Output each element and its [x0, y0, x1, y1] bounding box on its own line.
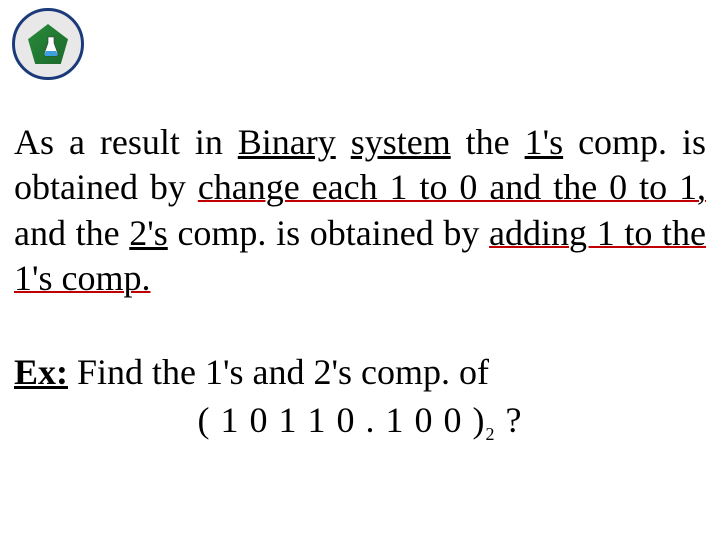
definition-paragraph: As a result in Binary system the 1's com… — [14, 120, 706, 301]
base-subscript: 2 — [486, 424, 496, 444]
question-mark: ? — [496, 400, 523, 440]
text-segment: the — [451, 122, 525, 162]
underlined-system: system — [351, 122, 451, 162]
text-segment: comp. is obtained by — [168, 213, 489, 253]
example-number: ( 1 0 1 1 0 . 1 0 0 )2 ? — [14, 397, 706, 447]
text-segment: As a result in — [14, 122, 238, 162]
logo-outer-ring — [12, 8, 84, 80]
example-line1: Ex: Find the 1's and 2's comp. of — [14, 349, 706, 397]
text-segment — [336, 122, 351, 162]
underlined-1s: 1's — [525, 122, 564, 162]
slide-content: As a result in Binary system the 1's com… — [14, 120, 706, 447]
underlined-2s: 2's — [129, 213, 168, 253]
example-paragraph: Ex: Find the 1's and 2's comp. of ( 1 0 … — [14, 349, 706, 446]
example-text: Find the 1's and 2's comp. of — [68, 352, 489, 392]
flask-icon — [42, 35, 60, 57]
underlined-binary: Binary — [238, 122, 336, 162]
binary-number: ( 1 0 1 1 0 . 1 0 0 ) — [198, 400, 486, 440]
example-label: Ex: — [14, 352, 68, 392]
institution-logo — [12, 8, 84, 80]
text-segment: and the — [14, 213, 129, 253]
underlined-change-rule: change each 1 to 0 and the 0 to 1, — [198, 167, 706, 207]
